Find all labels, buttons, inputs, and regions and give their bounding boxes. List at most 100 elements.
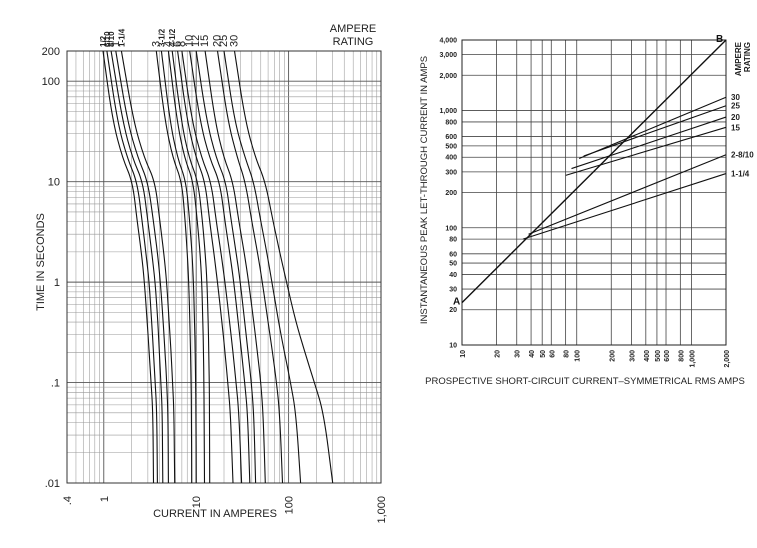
y-tick-label: 80 bbox=[449, 237, 457, 244]
curve-12 bbox=[195, 50, 257, 484]
curve-1-2 bbox=[102, 50, 155, 484]
right-legend-title-line-2: RATING bbox=[743, 42, 752, 72]
time-current-chart: .4 1 10 100 1,000 .01 .1 1 10 100 200 1/26/108/10… bbox=[35, 23, 388, 524]
x-tick-label: 400 bbox=[644, 350, 651, 362]
curve-8-10 bbox=[110, 50, 164, 484]
right-y-ticks: 10 20 30 40 50 60 80 100 200 300 400 500 600 800 1,000… bbox=[439, 38, 457, 350]
x-tick-label: 30 bbox=[515, 350, 522, 358]
rating-label-25: 25 bbox=[731, 102, 740, 111]
curve-1-1-4 bbox=[120, 50, 176, 484]
x-tick-label: 1,000 bbox=[376, 496, 388, 524]
y-tick-label: 3,000 bbox=[439, 52, 457, 59]
x-tick-label: 40 bbox=[529, 350, 536, 358]
rating-label-30: 30 bbox=[229, 35, 241, 47]
curve-20 bbox=[216, 50, 284, 484]
right-x-ticks: 10 20 30 40 50 60 80 100 200 300 400 500 600 800 1,000… bbox=[460, 350, 731, 368]
curve-3 bbox=[155, 50, 193, 484]
curve-1 bbox=[115, 50, 169, 484]
curve-25 bbox=[223, 50, 302, 484]
curve-25 bbox=[583, 105, 727, 157]
x-tick-label: 800 bbox=[678, 350, 685, 362]
y-tick-label: 40 bbox=[449, 272, 457, 279]
x-tick-label: 10 bbox=[191, 496, 203, 508]
curve-a-b bbox=[461, 39, 727, 304]
rating-label-20: 20 bbox=[731, 113, 740, 122]
rating-label-8: 8 bbox=[176, 41, 188, 47]
y-tick-label: 200 bbox=[42, 46, 60, 58]
y-tick-label: .1 bbox=[51, 378, 60, 390]
y-tick-label: 4,000 bbox=[439, 38, 457, 45]
curve-4-1-2 bbox=[171, 50, 211, 484]
left-x-ticks: .4 1 10 100 1,000 bbox=[62, 496, 388, 524]
y-tick-label: 100 bbox=[445, 225, 457, 232]
left-curves bbox=[102, 50, 334, 484]
y-tick-label: 200 bbox=[445, 190, 457, 197]
y-tick-label: 300 bbox=[445, 169, 457, 176]
x-tick-label: 1 bbox=[99, 496, 111, 502]
y-tick-label: 50 bbox=[449, 261, 457, 268]
right-y-axis-label: INSTANTANEOUS PEAK LET-THROUGH CURRENT I… bbox=[419, 56, 430, 324]
x-tick-label: 10 bbox=[460, 350, 467, 358]
y-tick-label: 400 bbox=[445, 155, 457, 162]
rating-label-1-2: 1/2 bbox=[99, 35, 108, 47]
y-tick-label: 500 bbox=[445, 143, 457, 150]
rating-label-6-10: 6/10 bbox=[103, 31, 112, 47]
left-x-axis-label: CURRENT IN AMPERES bbox=[153, 508, 277, 520]
rating-label-3: 3 bbox=[150, 41, 162, 47]
rating-label-8-10: 8/10 bbox=[107, 31, 116, 47]
curve-6-10 bbox=[106, 50, 158, 484]
left-legend-title-line-1: AMPERE bbox=[330, 23, 376, 35]
curve-30 bbox=[578, 96, 727, 160]
left-y-ticks: .01 .1 1 10 100 200 bbox=[42, 46, 60, 490]
rating-label-4: 4 bbox=[162, 41, 174, 47]
y-tick-label: 30 bbox=[449, 287, 457, 294]
x-tick-label: 200 bbox=[609, 350, 616, 362]
curve-4 bbox=[167, 50, 206, 484]
rating-label-10: 10 bbox=[184, 35, 196, 47]
rating-label-6: 6 bbox=[172, 41, 184, 47]
y-tick-label: 10 bbox=[449, 343, 457, 350]
left-y-axis-label: TIME IN SECONDS bbox=[35, 213, 47, 311]
curve-15 bbox=[204, 50, 266, 484]
curve-15 bbox=[565, 126, 727, 176]
y-tick-label: 10 bbox=[48, 177, 60, 189]
right-legend-title-line-1: AMPERE bbox=[734, 41, 743, 76]
right-curves bbox=[461, 39, 727, 304]
x-tick-label: 100 bbox=[284, 496, 296, 514]
point-label-a: A bbox=[453, 297, 460, 308]
rating-label-1-1-4: 1-1/4 bbox=[731, 170, 750, 179]
point-label-b: B bbox=[716, 34, 723, 45]
rating-label-25: 25 bbox=[218, 35, 230, 47]
x-tick-label: 80 bbox=[564, 350, 571, 358]
let-through-chart: 10 20 30 40 50 60 80 100 200 300 400 500 600 800 1,000… bbox=[419, 34, 754, 387]
y-tick-label: .01 bbox=[45, 478, 60, 490]
rating-label-15: 15 bbox=[199, 35, 211, 47]
curve-1-1-4 bbox=[522, 173, 727, 240]
x-tick-label: 300 bbox=[629, 350, 636, 362]
y-tick-label: 2,000 bbox=[439, 73, 457, 80]
y-tick-label: 20 bbox=[449, 307, 457, 314]
x-tick-label: 20 bbox=[495, 350, 502, 358]
right-grid bbox=[461, 39, 727, 346]
y-tick-label: 600 bbox=[445, 134, 457, 141]
rating-label-30: 30 bbox=[731, 93, 740, 102]
curve-20 bbox=[571, 116, 727, 170]
curve-30 bbox=[233, 50, 334, 484]
y-tick-label: 800 bbox=[445, 119, 457, 126]
rating-label-20: 20 bbox=[211, 35, 223, 47]
curve-8 bbox=[181, 50, 243, 484]
y-tick-label: 1,000 bbox=[439, 108, 457, 115]
right-point-labels: AB bbox=[453, 34, 723, 308]
curve-3-1-2 bbox=[160, 50, 197, 484]
rating-label-12: 12 bbox=[190, 35, 202, 47]
rating-label-15: 15 bbox=[731, 123, 740, 132]
rating-label-1-1-4: 1-1/4 bbox=[117, 28, 126, 47]
y-tick-label: 1 bbox=[54, 277, 60, 289]
left-grid bbox=[66, 50, 382, 484]
curve-10 bbox=[189, 50, 251, 484]
rating-label-2-8-10: 2-8/10 bbox=[731, 151, 754, 160]
curve-6 bbox=[177, 50, 234, 484]
right-plot-frame bbox=[461, 39, 727, 346]
